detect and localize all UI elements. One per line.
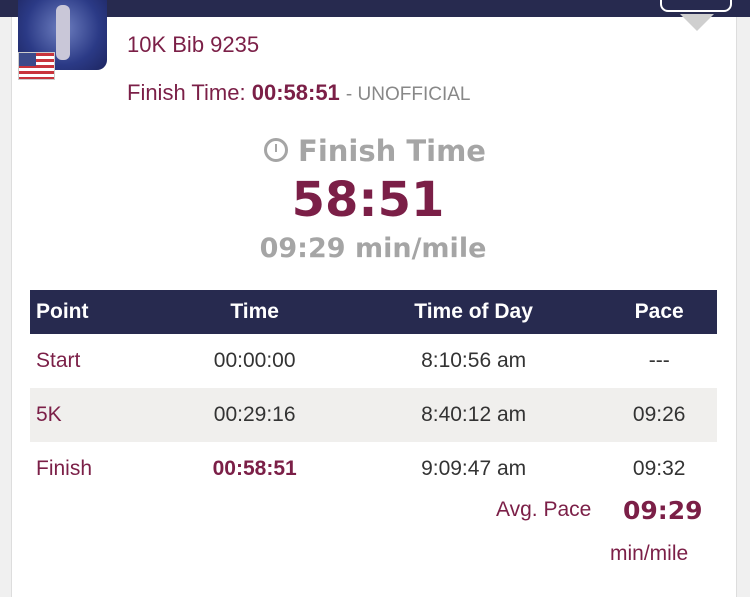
finish-time-heading: Finish Time: [0, 134, 750, 168]
col-pace: Pace: [601, 290, 717, 334]
chevron-down-icon[interactable]: [680, 14, 714, 31]
top-nav-bar: [0, 0, 750, 17]
table-row: Finish 00:58:51 9:09:47 am 09:32: [36, 457, 686, 480]
splits-table: Point Time Time of Day Pace Start 00:00:0…: [30, 290, 717, 496]
bib-label: 10K Bib 9235: [127, 32, 260, 57]
table-row: Start 00:00:00 8:10:56 am ---: [36, 349, 670, 372]
finish-time-line: Finish Time: 00:58:51 - UNOFFICIAL: [127, 80, 471, 105]
pace-summary: 09:29 min/mile: [259, 233, 487, 264]
clock-icon: [264, 138, 289, 162]
col-time-of-day: Time of Day: [345, 290, 602, 334]
table-row: 5K 00:29:16 8:40:12 am 09:26: [30, 388, 717, 442]
col-point: Point: [30, 290, 164, 334]
finish-time-big: 58:51: [291, 172, 445, 228]
menu-button[interactable]: [660, 0, 732, 12]
avg-pace-value: 09:29: [623, 496, 703, 525]
avg-pace-unit: min/mile: [610, 542, 689, 565]
col-time: Time: [163, 290, 346, 334]
avg-pace-label: Avg. Pace: [496, 498, 592, 521]
us-flag-icon: [18, 52, 55, 80]
